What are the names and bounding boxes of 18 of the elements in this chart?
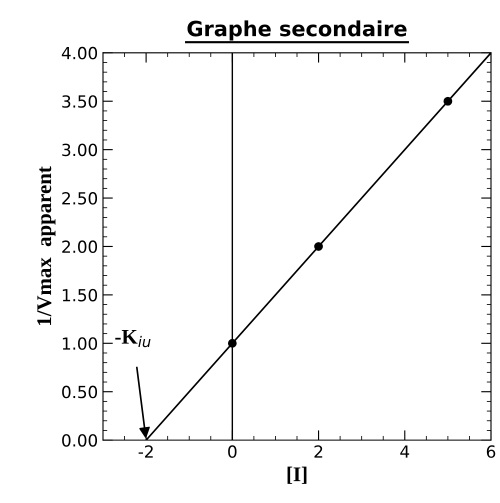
- y-tick-label: 2.00: [62, 240, 98, 254]
- y-tick-label: 0.00: [62, 434, 98, 447]
- y-tick-label: 3.50: [62, 95, 98, 108]
- x-tick-label: 6: [486, 445, 496, 458]
- y-tick-label: 4.00: [62, 46, 98, 60]
- x-tick-label: 0: [228, 445, 237, 458]
- y-tick-label: 0.50: [62, 386, 98, 398]
- x-axis-title: [I]: [288, 466, 306, 484]
- x-tick-label: 2: [314, 445, 322, 458]
- y-tick-label: 1.00: [62, 337, 98, 350]
- x-tick-label: 4: [400, 446, 410, 458]
- x-tick-label: -2: [138, 445, 153, 458]
- chart-title: Graphe secondaire: [187, 20, 407, 40]
- y-tick-label: 1.50: [62, 288, 98, 302]
- annotation: -K$_{iu}$: [115, 330, 151, 348]
- y-tick-label: 3.00: [62, 144, 98, 156]
- y-axis-title: 1/Vmax apparent: [37, 166, 56, 326]
- y-tick-label: 2.50: [62, 192, 98, 205]
